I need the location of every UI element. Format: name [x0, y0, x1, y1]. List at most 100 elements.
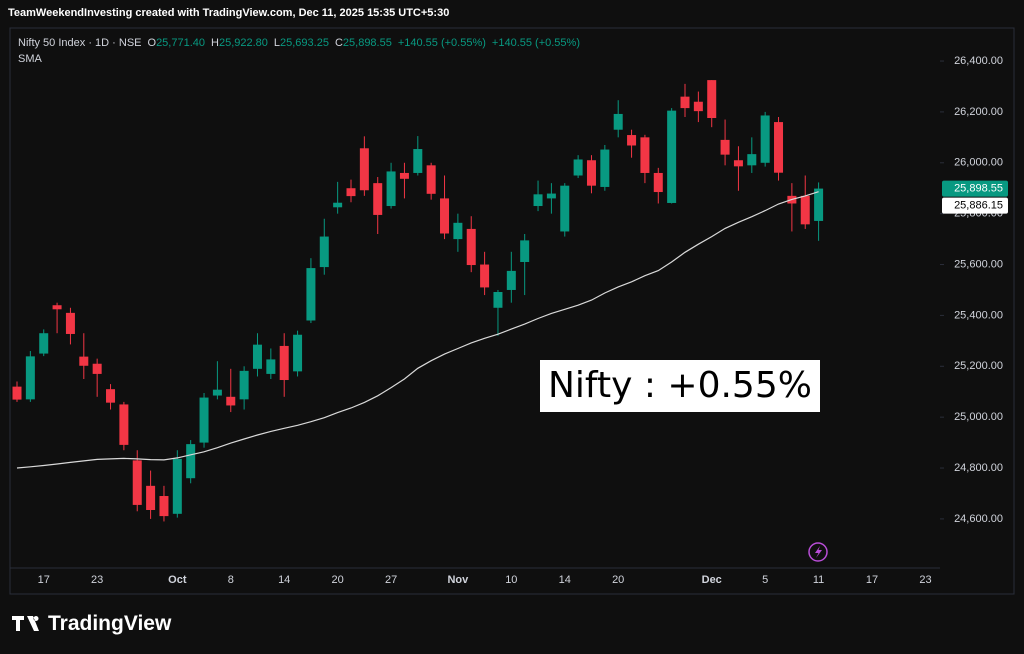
candle-body	[239, 370, 249, 400]
candle-body	[306, 268, 316, 321]
ohlc-value: 25,693.25	[280, 37, 329, 49]
candle-body	[12, 386, 22, 400]
candle-body	[733, 160, 743, 167]
symbol[interactable]: Nifty 50 Index · 1D · NSE	[18, 37, 142, 49]
candle-body	[293, 334, 303, 372]
candle-body	[399, 172, 409, 179]
header: TeamWeekendInvesting created with Tradin…	[8, 7, 450, 19]
candle-body	[720, 139, 730, 155]
price-tag: 25,898.55	[954, 182, 1003, 194]
y-tick-label: 25,600.00	[954, 258, 1003, 270]
x-tick-label: Oct	[168, 574, 187, 586]
candle-body	[667, 110, 677, 203]
ohlc-key: H	[211, 37, 219, 49]
y-tick-label: 26,000.00	[954, 157, 1003, 169]
legend: Nifty 50 Index · 1D · NSE O 25,771.40 H 25,…	[18, 37, 580, 49]
x-tick-label: Dec	[702, 574, 722, 586]
candle-body	[480, 264, 490, 288]
candle-body	[573, 159, 583, 176]
x-tick-label: 17	[866, 574, 878, 586]
candle-body	[92, 363, 102, 374]
candle-body	[279, 345, 289, 381]
candle-body	[640, 137, 650, 173]
ohlc-key: O	[147, 37, 157, 49]
candle-body	[159, 496, 169, 517]
ohlc-value: 25,922.80	[218, 37, 268, 49]
candle-body	[533, 194, 543, 207]
candle-body	[266, 359, 276, 374]
ohlc-value: 25,898.55	[342, 37, 392, 49]
candle-body	[426, 165, 436, 194]
sma-line	[16, 191, 819, 469]
ohlc-value: 25,771.40	[156, 37, 205, 49]
candle-body	[546, 193, 556, 199]
sma-tag-bg	[942, 197, 1008, 214]
candle-body	[212, 389, 222, 396]
x-tick-label: 14	[278, 574, 290, 586]
candle-body	[373, 183, 383, 215]
event-icon[interactable]	[808, 542, 828, 562]
candle-body	[493, 292, 503, 308]
candle-body	[172, 458, 182, 514]
candle-body	[319, 236, 329, 268]
candle-body	[65, 312, 75, 334]
x-tick-label: 5	[762, 574, 768, 586]
candle-body	[560, 185, 570, 232]
annotation: Nifty : +0.55%	[540, 360, 820, 412]
change: +140.55 (+0.55%)	[491, 37, 580, 49]
change: +140.55 (+0.55%)	[397, 37, 486, 49]
candle-body	[520, 240, 530, 262]
candle-body	[800, 195, 810, 225]
sma-tag: 25,886.15	[954, 199, 1003, 211]
candle-body	[613, 113, 623, 130]
y-tick-label: 25,000.00	[954, 411, 1003, 423]
candle-body	[106, 389, 116, 403]
candle-body	[693, 101, 703, 112]
candle-body	[79, 356, 89, 366]
price-tag-bg	[942, 180, 1008, 197]
y-tick-label: 25,400.00	[954, 309, 1003, 321]
x-tick-label: 20	[332, 574, 344, 586]
candle-body	[119, 404, 129, 445]
candle-body	[132, 460, 142, 505]
candle-body	[680, 96, 690, 109]
candle-body	[453, 222, 463, 240]
y-tick-label: 26,400.00	[954, 55, 1003, 67]
x-tick-label: 14	[559, 574, 571, 586]
candle-body	[52, 305, 62, 310]
ohlc-key: C	[334, 37, 343, 49]
x-tick-label: 27	[385, 574, 397, 586]
event-bolt	[815, 546, 822, 558]
x-tick-label: 8	[228, 574, 234, 586]
candle-body	[413, 149, 423, 173]
ohlc-key: L	[273, 37, 281, 49]
candle-body	[600, 149, 610, 187]
candle-body	[386, 171, 396, 207]
x-tick-label: 23	[91, 574, 103, 586]
indicator[interactable]: SMA	[18, 53, 42, 65]
candle-body	[466, 228, 476, 266]
candle-body	[146, 485, 156, 511]
x-tick-label: 17	[38, 574, 50, 586]
y-tick-label: 26,200.00	[954, 106, 1003, 118]
candle-body	[186, 444, 196, 479]
candle-body	[359, 148, 369, 191]
chart-frame	[9, 27, 1015, 595]
candle-body	[814, 188, 824, 221]
candle-body	[226, 396, 236, 406]
candle-body	[760, 115, 770, 163]
candle-body	[627, 135, 637, 146]
candle-body	[653, 172, 663, 193]
y-tick-label: 24,800.00	[954, 462, 1003, 474]
candle-body	[586, 160, 596, 186]
y-tick-label: 25,200.00	[954, 360, 1003, 372]
candle-body	[39, 333, 49, 354]
candle-body	[506, 270, 516, 290]
candle-body	[333, 202, 343, 208]
candle-body	[252, 344, 262, 369]
candle-body	[747, 154, 757, 166]
candle-body	[774, 122, 784, 173]
candle-body	[346, 188, 356, 197]
